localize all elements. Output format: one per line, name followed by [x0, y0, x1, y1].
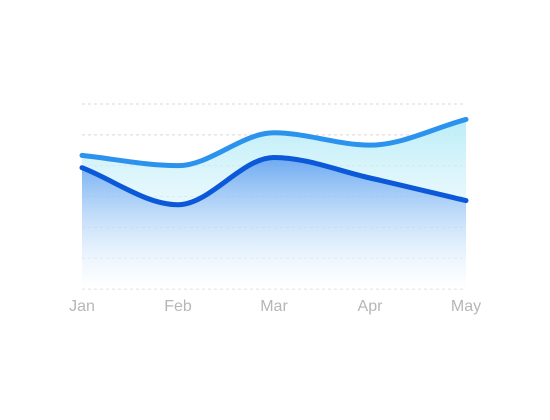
x-tick-label: Apr: [358, 298, 384, 315]
series-1-line: [79, 116, 469, 169]
x-tick-label: Mar: [260, 298, 288, 315]
series-lines: [79, 116, 469, 208]
x-tick-label: Jan: [69, 298, 95, 315]
series-2-area: [82, 157, 466, 289]
series-areas: [82, 119, 466, 289]
series-2-line: [79, 154, 469, 208]
x-axis-labels: Jan Feb Mar Apr May: [69, 298, 481, 315]
x-tick-label: Feb: [164, 298, 192, 315]
x-tick-label: May: [451, 298, 481, 315]
